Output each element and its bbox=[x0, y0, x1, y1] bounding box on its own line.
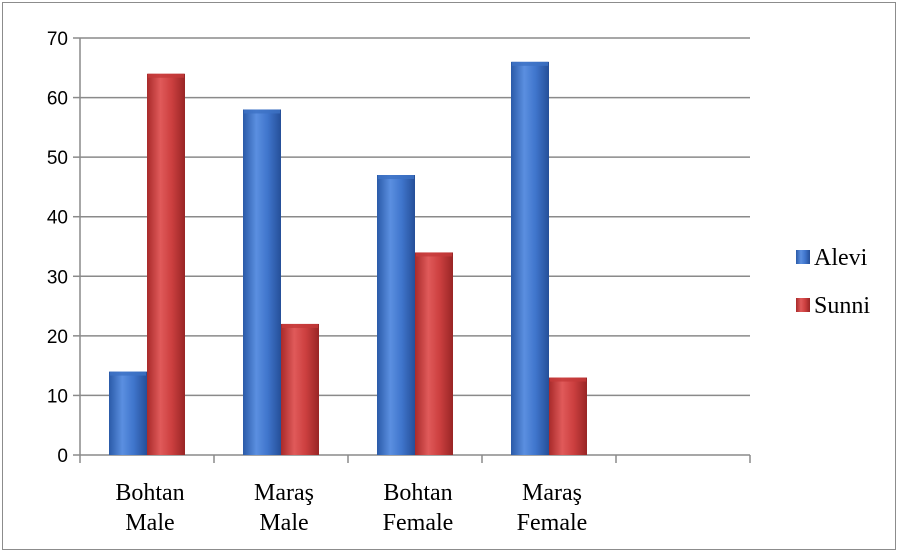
bar-alevi-1 bbox=[109, 371, 147, 455]
x-tick-label: Maraş bbox=[254, 480, 314, 506]
y-tick-label: 30 bbox=[47, 267, 68, 288]
bar-sunni-4 bbox=[549, 377, 587, 455]
bar-top-highlight bbox=[550, 377, 586, 382]
x-tick-label: Maraş bbox=[522, 480, 582, 506]
bar-top-highlight bbox=[282, 323, 318, 328]
legend-label-alevi: Alevi bbox=[814, 245, 868, 271]
legend: Alevi Sunni bbox=[796, 245, 870, 319]
gridlines bbox=[80, 37, 750, 397]
x-axis: Bohtan Male Maraş Male Bohtan Female Maraş Fema… bbox=[79, 454, 751, 536]
bar-alevi-3 bbox=[377, 175, 415, 455]
y-tick-label: 60 bbox=[47, 89, 68, 110]
x-tick-label: Female bbox=[517, 510, 588, 536]
y-axis: 0 10 20 30 40 50 60 70 bbox=[47, 29, 81, 467]
bar-top-highlight bbox=[378, 175, 414, 180]
x-tick-label: Female bbox=[383, 510, 454, 536]
bar-sunni-2 bbox=[281, 323, 319, 455]
bar-sunni-1 bbox=[147, 73, 185, 455]
bar-sunni-3 bbox=[415, 252, 453, 455]
bar-alevi-2 bbox=[243, 109, 281, 455]
bar-alevi-4 bbox=[511, 61, 549, 455]
bar-top-highlight bbox=[512, 61, 548, 66]
legend-swatch-alevi bbox=[796, 250, 810, 264]
bar-top-highlight bbox=[244, 109, 280, 114]
bar-top-highlight bbox=[416, 252, 452, 257]
legend-label-sunni: Sunni bbox=[814, 293, 870, 319]
x-tick-label: Male bbox=[259, 510, 308, 536]
x-tick-label: Bohtan bbox=[383, 480, 452, 506]
y-tick-label: 10 bbox=[47, 386, 68, 407]
x-tick-label: Male bbox=[125, 510, 174, 536]
legend-swatch-sunni bbox=[796, 298, 810, 312]
y-tick-label: 20 bbox=[47, 327, 68, 348]
bar-top-highlight bbox=[148, 73, 184, 78]
bar-top-highlight bbox=[110, 371, 146, 376]
y-tick-label: 70 bbox=[47, 29, 68, 50]
y-tick-label: 40 bbox=[47, 208, 68, 229]
y-tick-label: 0 bbox=[57, 446, 68, 467]
x-tick-label: Bohtan bbox=[115, 480, 184, 506]
bars bbox=[109, 61, 587, 455]
y-tick-label: 50 bbox=[47, 148, 68, 169]
